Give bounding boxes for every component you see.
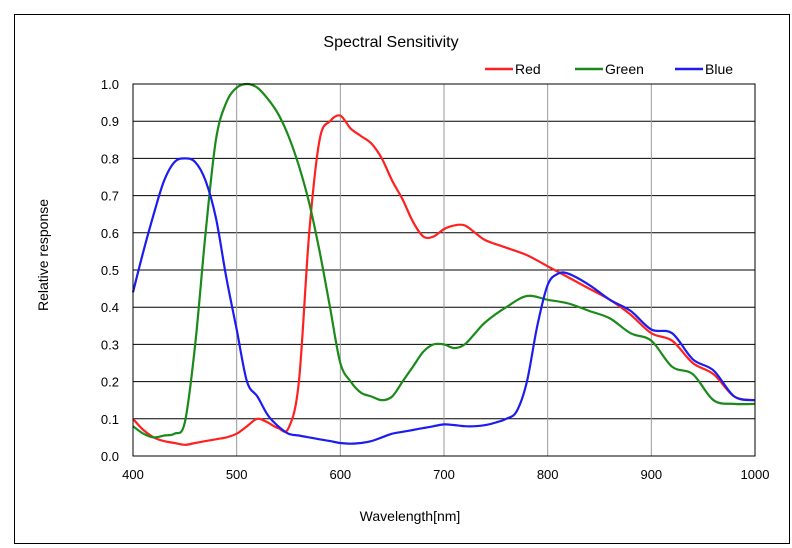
series-lines (131, 82, 756, 446)
y-tick-label: 1.0 (101, 77, 119, 92)
x-tick-label: 700 (433, 467, 455, 482)
series-line-green (132, 82, 756, 439)
y-tick-label: 0.4 (101, 300, 119, 315)
spectral-sensitivity-chart: Spectral Sensitivity Red Green Blue 0.0 0.1… (35, 34, 769, 524)
y-tick-label: 0.9 (101, 114, 119, 129)
x-tick-label: 1000 (741, 467, 770, 482)
y-axis-ticks: 0.0 0.1 0.2 0.3 0.4 0.5 0.6 0.7 0.8 0.9 1.0 (101, 77, 119, 464)
y-tick-label: 0.8 (101, 151, 119, 166)
y-tick-label: 0.7 (101, 189, 119, 204)
legend-label-red: Red (515, 61, 541, 77)
legend-label-green: Green (605, 61, 644, 77)
y-tick-label: 0.2 (101, 375, 119, 390)
x-tick-label: 400 (122, 467, 144, 482)
x-tick-label: 500 (226, 467, 248, 482)
plot-area-border (132, 83, 756, 457)
chart-frame: Spectral Sensitivity Red Green Blue 0.0 0.1… (14, 14, 790, 544)
chart-title: Spectral Sensitivity (323, 34, 458, 51)
x-tick-label: 600 (329, 467, 351, 482)
x-tick-label: 800 (537, 467, 559, 482)
y-tick-label: 0.6 (101, 226, 119, 241)
x-axis-label: Wavelength[nm] (360, 508, 461, 524)
legend-label-blue: Blue (705, 61, 733, 77)
y-tick-label: 0.3 (101, 337, 119, 352)
legend: Red Green Blue (485, 61, 733, 77)
y-axis-label: Relative response (35, 199, 51, 311)
series-line-red (132, 114, 756, 446)
y-tick-label: 0.0 (101, 449, 119, 464)
x-axis-ticks: 400 500 600 700 800 900 1000 (122, 467, 769, 482)
y-tick-label: 0.1 (101, 412, 119, 427)
x-tick-label: 900 (640, 467, 662, 482)
grid (133, 83, 755, 457)
series-line-blue (131, 157, 756, 445)
y-tick-label: 0.5 (101, 263, 119, 278)
